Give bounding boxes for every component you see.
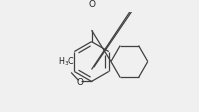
- Text: O: O: [77, 77, 84, 86]
- Text: O: O: [88, 0, 95, 9]
- Text: H$_3$C: H$_3$C: [58, 55, 75, 67]
